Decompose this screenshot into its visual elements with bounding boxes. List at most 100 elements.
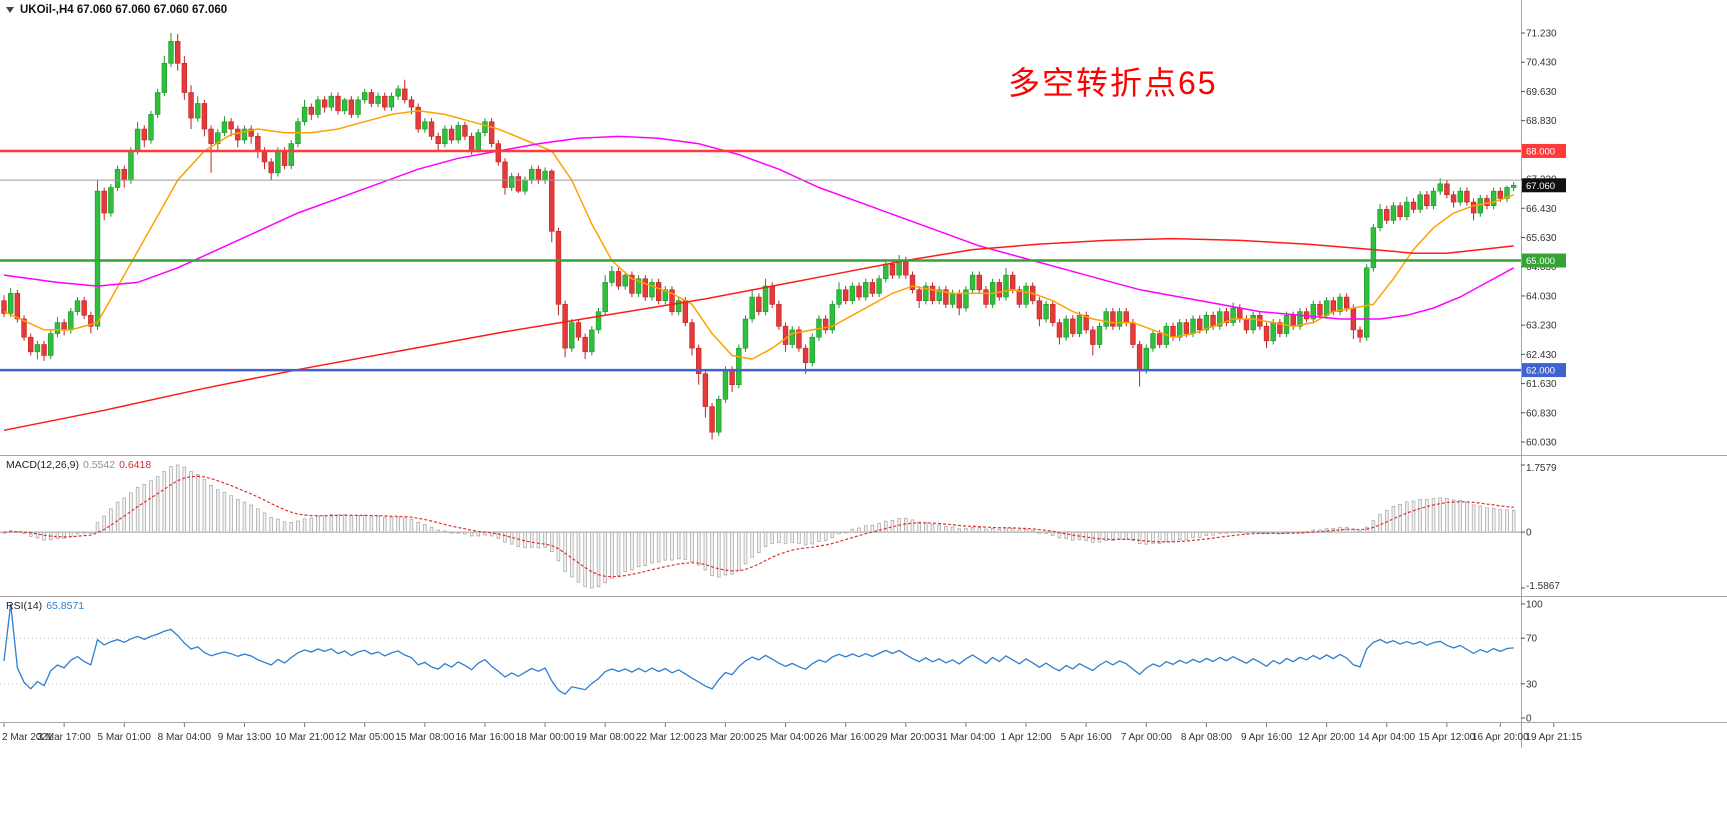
macd-histogram-bar <box>296 520 300 533</box>
rsi-tick-label: 100 <box>1526 600 1543 611</box>
candle-body <box>555 231 562 305</box>
macd-histogram-bar <box>383 516 387 533</box>
macd-histogram-bar <box>1211 531 1215 536</box>
macd-histogram-bar <box>737 531 741 571</box>
candle-body <box>849 285 856 301</box>
candle-body <box>943 289 949 305</box>
symbol-dropdown-icon[interactable] <box>6 7 14 13</box>
macd-histogram-bar <box>583 531 587 588</box>
macd-histogram-bar <box>1471 504 1476 533</box>
macd-histogram-bar <box>1378 513 1382 533</box>
macd-histogram-bar <box>803 531 808 546</box>
macd-histogram-bar <box>1051 531 1055 536</box>
macd-indicator-label: MACD(12,26,9) 0.5542 0.6418 <box>6 459 151 471</box>
macd-histogram-bar <box>1157 531 1162 544</box>
candle-body <box>101 190 107 214</box>
current-price-badge <box>1522 178 1566 193</box>
candle-body <box>1176 322 1183 338</box>
macd-histogram-bar <box>1144 531 1149 545</box>
candle-body <box>682 300 689 323</box>
candle-body <box>181 63 188 93</box>
candle-body <box>1063 318 1069 338</box>
candle-body <box>108 187 114 214</box>
candle-body <box>689 322 695 349</box>
macd-histogram-bar <box>817 531 821 542</box>
macd-histogram-bar <box>1418 499 1422 533</box>
macd-histogram-bar <box>216 489 220 533</box>
candle-body <box>903 260 909 276</box>
chart-title-text: UKOil-,H4 67.060 67.060 67.060 67.060 <box>20 4 228 16</box>
candle-body <box>1050 304 1056 323</box>
candle-body <box>1497 190 1504 199</box>
macd-histogram-bar <box>336 514 340 533</box>
macd-histogram-bar <box>1445 498 1449 533</box>
candle-body <box>716 398 722 433</box>
macd-histogram-bar <box>1097 531 1102 543</box>
macd-histogram-bar <box>1425 499 1429 533</box>
macd-histogram-bar <box>169 466 173 533</box>
macd-histogram-bar <box>610 531 614 579</box>
ma-mid-line <box>3 135 1515 320</box>
candle-body <box>174 41 181 64</box>
candle-body <box>428 121 435 137</box>
macd-histogram-bar <box>209 485 213 533</box>
macd-histogram-bar <box>1298 531 1302 534</box>
macd-histogram-bar <box>1164 531 1169 543</box>
macd-histogram-bar <box>1191 531 1195 538</box>
time-tick-label: 12 Mar 05:00 <box>335 732 394 743</box>
macd-histogram-bar <box>1137 531 1142 544</box>
macd-max-label: 1.7579 <box>1526 463 1557 474</box>
candle-body <box>28 336 34 353</box>
candle-body <box>154 92 161 115</box>
candle-body <box>842 289 849 301</box>
macd-histogram-bar <box>937 524 941 533</box>
candle-body <box>348 99 355 115</box>
candle-body <box>1217 311 1223 327</box>
macd-histogram-bar <box>683 531 688 560</box>
macd-histogram-bar <box>910 519 915 533</box>
candle-body <box>609 271 615 283</box>
candle-body <box>529 168 535 181</box>
macd-histogram-bar <box>175 464 180 533</box>
candle-body <box>1 300 7 314</box>
candle-body <box>448 128 455 141</box>
candle-body <box>1036 300 1043 320</box>
candle-body <box>288 143 294 166</box>
macd-histogram-bar <box>957 528 961 533</box>
macd-histogram-bar <box>276 518 280 533</box>
candle-body <box>168 41 174 64</box>
candle-body <box>909 274 916 291</box>
macd-histogram-bar <box>763 531 768 548</box>
candle-body <box>81 300 87 316</box>
macd-histogram-bar <box>730 531 734 575</box>
macd-name: MACD(12,26,9) <box>6 459 79 471</box>
macd-histogram-bar <box>155 476 160 533</box>
candle-body <box>1156 333 1163 345</box>
macd-min-label: -1.5867 <box>1526 581 1560 592</box>
macd-histogram-bar <box>316 515 320 533</box>
price-tick-label: 70.430 <box>1526 58 1557 69</box>
macd-histogram-bar <box>182 466 187 533</box>
candle-body <box>1203 314 1210 331</box>
price-level-badge <box>1522 253 1566 268</box>
macd-histogram-bar <box>723 531 728 576</box>
macd-histogram-bar <box>396 516 400 533</box>
candle-body <box>502 161 508 188</box>
candle-body <box>1183 322 1190 334</box>
macd-histogram-bar <box>115 501 120 533</box>
macd-histogram-bar <box>1324 528 1329 533</box>
macd-histogram-bar <box>770 531 774 544</box>
price-tick-label: 66.430 <box>1526 204 1557 215</box>
time-tick-label: 10 Mar 21:00 <box>275 732 334 743</box>
candle-body <box>1103 311 1109 327</box>
candle-body <box>468 136 475 152</box>
time-tick-label: 19 Apr 21:15 <box>1525 732 1582 743</box>
candle-body <box>1310 304 1316 320</box>
annotation-text: 多空转折点65 <box>1008 65 1218 101</box>
candle-body <box>615 271 622 287</box>
candle-body <box>1390 205 1397 221</box>
candle-body <box>188 92 194 119</box>
candle-body <box>375 95 381 104</box>
macd-histogram-bar <box>977 527 982 533</box>
